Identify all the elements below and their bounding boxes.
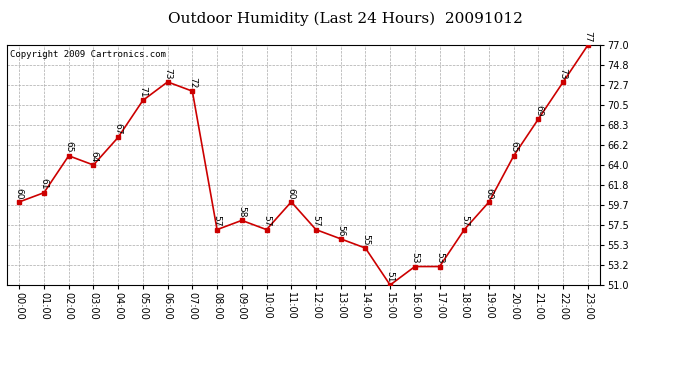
Text: 73: 73	[163, 68, 172, 79]
Text: 57: 57	[213, 215, 221, 227]
Text: 72: 72	[188, 77, 197, 88]
Text: 69: 69	[534, 105, 543, 116]
Text: 60: 60	[287, 188, 296, 199]
Text: 60: 60	[14, 188, 23, 199]
Text: Copyright 2009 Cartronics.com: Copyright 2009 Cartronics.com	[10, 50, 166, 59]
Text: 71: 71	[139, 86, 148, 98]
Text: 56: 56	[336, 225, 345, 236]
Text: 60: 60	[484, 188, 493, 199]
Text: 65: 65	[64, 141, 73, 153]
Text: 57: 57	[262, 215, 271, 227]
Text: 57: 57	[311, 215, 320, 227]
Text: 51: 51	[386, 271, 395, 282]
Text: 65: 65	[509, 141, 518, 153]
Text: 61: 61	[39, 178, 48, 190]
Text: 58: 58	[237, 206, 246, 218]
Text: Outdoor Humidity (Last 24 Hours)  20091012: Outdoor Humidity (Last 24 Hours) 2009101…	[168, 11, 522, 26]
Text: 53: 53	[411, 252, 420, 264]
Text: 64: 64	[89, 151, 98, 162]
Text: 57: 57	[460, 215, 469, 227]
Text: 55: 55	[361, 234, 370, 245]
Text: 53: 53	[435, 252, 444, 264]
Text: 77: 77	[584, 31, 593, 42]
Text: 73: 73	[559, 68, 568, 79]
Text: 67: 67	[114, 123, 123, 135]
